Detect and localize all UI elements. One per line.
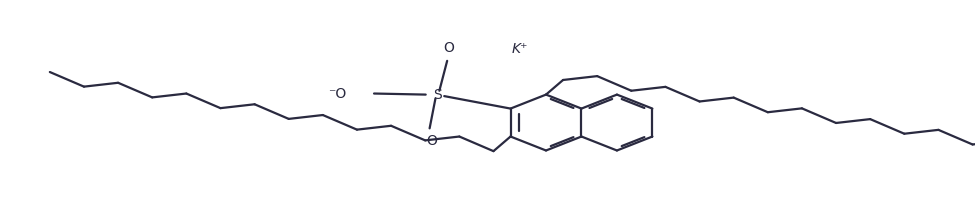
Text: K⁺: K⁺ (512, 42, 528, 57)
Text: O: O (426, 134, 437, 148)
Text: ⁻O: ⁻O (329, 86, 347, 101)
Text: S: S (433, 88, 442, 102)
Text: O: O (444, 41, 454, 55)
